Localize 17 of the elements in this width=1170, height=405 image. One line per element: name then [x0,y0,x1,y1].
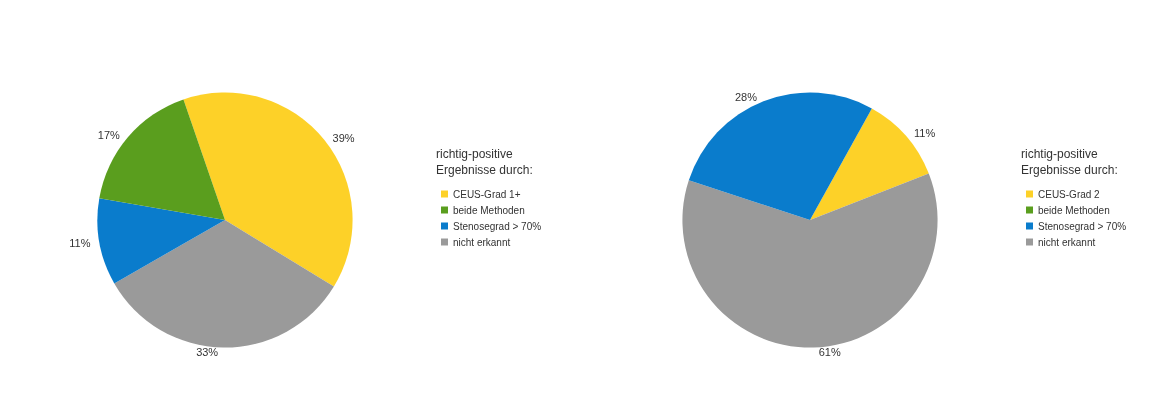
data-label: 11% [69,236,91,249]
legend-label: nicht erkannt [1038,236,1096,248]
data-label: 61% [818,345,841,358]
legend-title: richtig-positive Ergebnisse durch: [436,147,533,177]
data-label: 39% [332,131,355,144]
data-label: 33% [196,345,219,358]
data-label: 17% [97,128,120,141]
data-label: 11% [914,127,936,140]
legend-label: Stenosegrad > 70% [1038,220,1127,232]
legend-label: nicht erkannt [453,236,511,248]
legend-label: CEUS-Grad 2 [1038,188,1101,200]
legend-label: Stenosegrad > 70% [453,220,542,232]
legend-title: richtig-positive Ergebnisse durch: [1021,147,1118,177]
legend-label: beide Methoden [1038,204,1110,216]
legend-label: beide Methoden [453,204,525,216]
data-label: 28% [734,91,758,104]
legend-label: CEUS-Grad 1+ [453,188,521,200]
